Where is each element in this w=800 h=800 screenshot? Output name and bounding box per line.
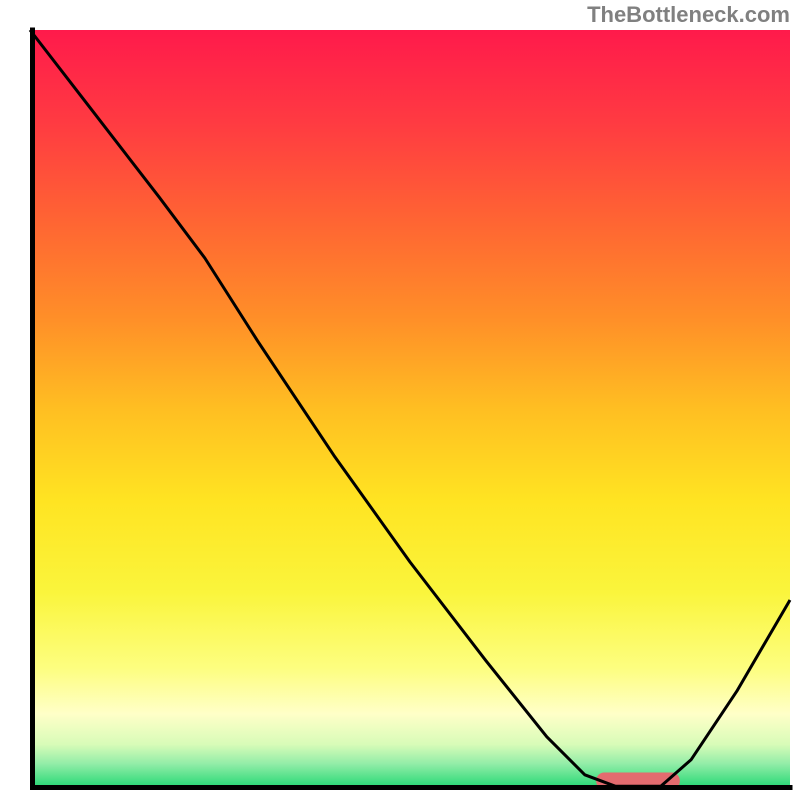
gradient-background [30, 30, 790, 790]
watermark-text: TheBottleneck.com [587, 2, 790, 28]
bottleneck-chart [0, 0, 800, 800]
chart-svg [0, 0, 800, 800]
